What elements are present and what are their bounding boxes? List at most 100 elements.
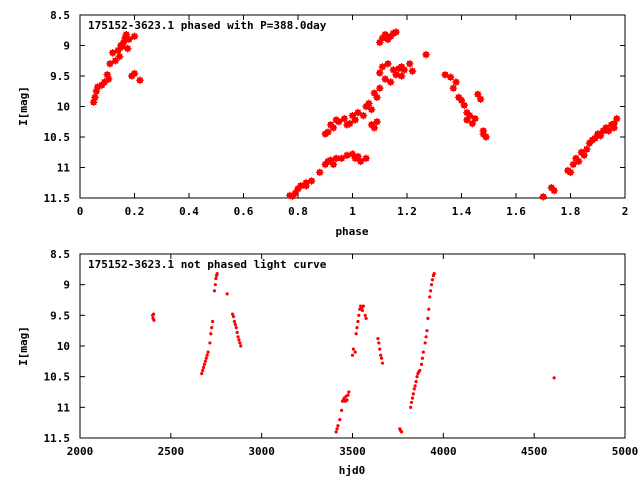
phased-data-point [130,69,139,78]
unphased-x-axis-label: hjd0 [339,464,366,477]
phased-data-point [106,60,114,68]
unphased-data-point [420,356,425,360]
unphased-data-point [205,353,209,357]
unphased-data-point [225,292,229,296]
unphased-y-tick-label: 9 [63,279,70,292]
phased-data-point [471,114,479,123]
unphased-data-point [336,424,340,428]
unphased-data-point [200,372,204,376]
unphased-data-point [231,314,236,319]
unphased-x-tick-label: 3500 [339,445,366,458]
phased-data-point [449,84,458,92]
unphased-data-point [376,337,380,341]
phased-data-point [610,119,618,128]
phased-data-point [452,78,460,86]
unphased-data-point [211,319,215,324]
unphased-data-point [351,347,356,351]
unphased-data-point [421,350,425,354]
phased-data-point [307,177,316,185]
unphased-y-tick-label: 11 [57,401,71,414]
unphased-data-point [413,384,417,388]
phased-data-point [375,69,384,77]
phased-data-point [392,28,400,36]
phased-y-tick-label: 11 [57,162,71,175]
unphased-data-point [335,427,339,431]
phased-data-point [100,78,109,86]
phased-x-tick-label: 0.4 [179,205,199,218]
unphased-axis-ticks: 2000 2500 3000 3500 4000 4500 5000 8.5 9 9.5 10 10.… [44,248,639,458]
phased-data-point [351,116,360,124]
phased-data-point [359,111,368,120]
phased-x-tick-label: 0.6 [234,205,254,218]
unphased-data-point [201,368,205,373]
unphased-data-point [430,278,435,282]
unphased-plot-frame [79,253,626,439]
unphased-data-point [552,376,556,380]
phased-data-point [408,67,417,75]
phased-data-point [370,124,379,132]
phased-y-tick-label: 11.5 [44,192,71,205]
phased-data-point [583,145,591,153]
phased-data-point [392,70,400,79]
unphased-data-point [355,326,359,330]
phased-data-point [381,75,389,83]
unphased-data-point [378,347,382,351]
unphased-data-point [212,289,217,293]
phased-data-point [340,114,349,123]
unphased-data-points [151,272,556,434]
phased-data-point [446,73,455,82]
unphased-data-point [232,319,237,324]
unphased-data-point [415,375,419,379]
unphased-data-point [423,341,427,345]
phased-data-point [130,32,139,41]
unphased-data-point [239,344,243,348]
phased-data-point [566,168,575,177]
unphased-data-point [202,362,207,366]
unphased-chart-title: 175152-3623.1 not phased light curve [88,258,327,271]
unphased-data-point [237,338,241,342]
phased-data-points [89,28,621,201]
phased-data-point [375,84,384,92]
phased-data-point [108,49,117,57]
unphased-data-point [209,332,213,336]
unphased-data-point [377,341,381,345]
phased-data-point [302,182,310,190]
unphased-data-point [236,335,240,339]
unphased-y-axis-label: I[mag] [17,326,30,366]
unphased-data-point [379,353,383,357]
unphased-y-tick-label: 8.5 [50,248,70,261]
unphased-data-point [353,350,357,354]
unphased-data-point [152,318,156,322]
unphased-x-tick-label: 2000 [67,445,94,458]
phased-data-point [365,99,373,108]
unphased-data-point [151,312,156,316]
unphased-data-point [409,405,413,409]
unphased-x-tick-label: 3000 [248,445,275,458]
unphased-data-point [210,326,214,330]
phased-chart-title: 175152-3623.1 phased with P=388.0day [88,19,327,32]
phased-x-tick-label: 1.8 [561,205,581,218]
phased-data-point [329,124,338,132]
phased-data-point [574,157,583,166]
phased-data-point [604,127,613,135]
unphased-data-point [409,400,414,405]
phased-data-point [123,44,132,53]
phased-x-tick-label: 1 [349,205,356,218]
unphased-data-point [414,379,418,384]
phased-data-point [362,154,370,163]
phased-y-tick-label: 9.5 [50,70,70,83]
phased-data-point [324,128,332,136]
phased-x-tick-label: 2 [622,205,629,218]
unphased-data-point [429,289,433,293]
unphased-y-tick-label: 10 [57,340,70,353]
unphased-data-point [419,362,424,366]
unphased-data-point [356,319,360,324]
phased-data-point [136,76,144,85]
phased-data-point [460,101,469,110]
unphased-x-tick-label: 2500 [158,445,185,458]
unphased-data-point [345,398,349,402]
phased-data-point [115,52,124,61]
phased-data-point [345,119,354,128]
unphased-data-point [233,322,237,327]
phased-data-point [354,108,362,117]
